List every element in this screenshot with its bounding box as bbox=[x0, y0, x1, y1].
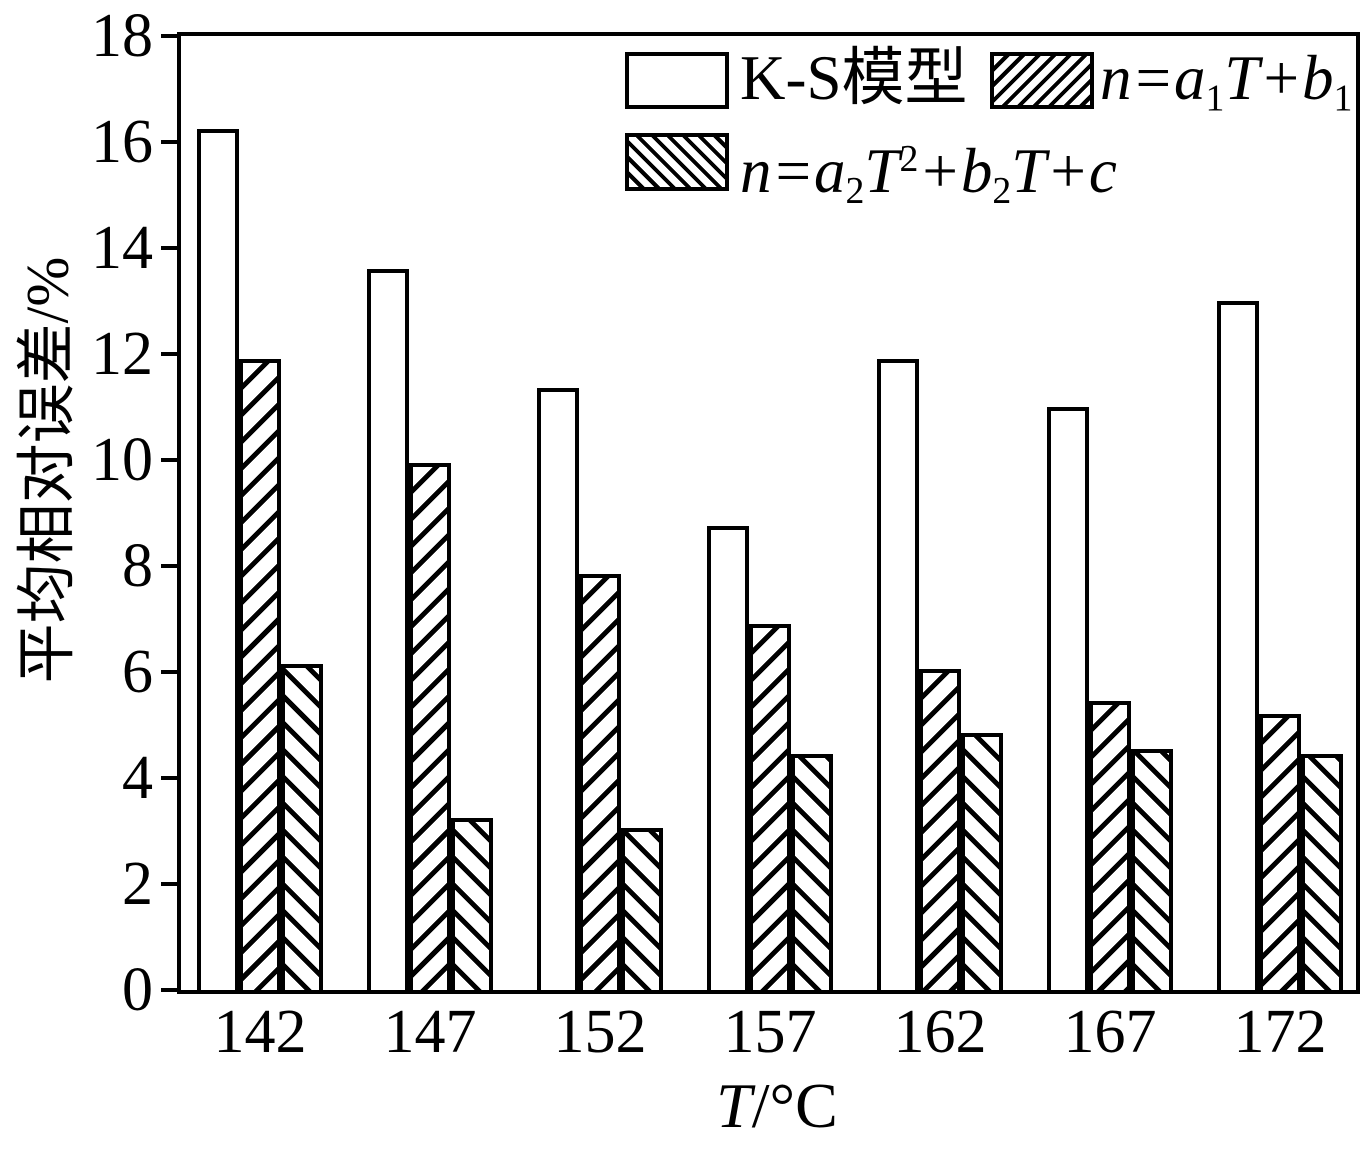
y-tick-label-18: 18 bbox=[91, 2, 153, 70]
y-tick-mark-4 bbox=[161, 776, 177, 780]
text-segment: T bbox=[716, 1070, 752, 1141]
text-segment: K-S模型 bbox=[740, 43, 968, 113]
y-tick-mark-8 bbox=[161, 564, 177, 568]
y-tick-mark-16 bbox=[161, 140, 177, 144]
bar-162-linear bbox=[919, 669, 961, 990]
x-tick-label-172: 172 bbox=[1233, 998, 1327, 1066]
y-tick-label-0: 0 bbox=[122, 956, 153, 1024]
y-tick-label-8: 8 bbox=[122, 532, 153, 600]
text-segment: T+b bbox=[1224, 43, 1334, 113]
text-segment: +b bbox=[918, 135, 993, 206]
y-tick-mark-14 bbox=[161, 246, 177, 250]
x-tick-label-147: 147 bbox=[383, 998, 477, 1066]
bar-162-ks bbox=[877, 359, 919, 990]
legend-swatch-quadratic-model bbox=[625, 133, 729, 191]
text-segment: T+c bbox=[1011, 135, 1117, 206]
bar-162-quadratic bbox=[961, 733, 1003, 990]
y-tick-mark-0 bbox=[161, 988, 177, 992]
x-tick-label-167: 167 bbox=[1063, 998, 1157, 1066]
bar-142-linear bbox=[239, 359, 281, 990]
text-segment: 2 bbox=[845, 170, 865, 213]
text-segment: n=a bbox=[1100, 43, 1206, 113]
bar-172-ks bbox=[1217, 301, 1259, 990]
text-segment: 2 bbox=[899, 138, 919, 180]
x-axis-title: T/°C bbox=[652, 1072, 902, 1140]
bar-167-quadratic bbox=[1131, 749, 1173, 990]
plot-area bbox=[177, 32, 1360, 994]
y-tick-label-4: 4 bbox=[122, 744, 153, 812]
y-tick-mark-2 bbox=[161, 882, 177, 886]
bar-167-linear bbox=[1089, 701, 1131, 990]
y-tick-mark-12 bbox=[161, 352, 177, 356]
bar-147-ks bbox=[367, 269, 409, 990]
y-tick-label-2: 2 bbox=[122, 850, 153, 918]
bar-172-quadratic bbox=[1301, 754, 1343, 990]
legend-label-quadratic-model: n=a2T2+b2T+c bbox=[740, 125, 1117, 225]
x-tick-label-157: 157 bbox=[723, 998, 817, 1066]
y-tick-label-10: 10 bbox=[91, 426, 153, 494]
bar-167-ks bbox=[1047, 407, 1089, 990]
text-segment: 1 bbox=[1333, 77, 1353, 120]
bar-157-ks bbox=[707, 526, 749, 990]
legend-label-ks-model: K-S模型 bbox=[740, 44, 968, 112]
legend-label-linear-model: n=a1T+b1 bbox=[1100, 44, 1352, 132]
legend-swatch-ks-model bbox=[625, 52, 729, 109]
bar-152-quadratic bbox=[621, 828, 663, 990]
bar-157-linear bbox=[749, 624, 791, 990]
bar-152-ks bbox=[537, 388, 579, 990]
y-tick-label-16: 16 bbox=[91, 108, 153, 176]
y-tick-mark-10 bbox=[161, 458, 177, 462]
bar-142-ks bbox=[197, 129, 239, 990]
y-tick-mark-18 bbox=[161, 34, 177, 38]
text-segment: /°C bbox=[751, 1070, 838, 1141]
bars-container bbox=[181, 36, 1356, 990]
y-tick-label-12: 12 bbox=[91, 320, 153, 388]
bar-147-quadratic bbox=[451, 818, 493, 990]
text-segment: T bbox=[864, 135, 900, 206]
legend-swatch-linear-model bbox=[990, 52, 1094, 109]
y-tick-label-14: 14 bbox=[91, 214, 153, 282]
y-tick-label-6: 6 bbox=[122, 638, 153, 706]
x-tick-label-152: 152 bbox=[553, 998, 647, 1066]
bar-152-linear bbox=[579, 574, 621, 990]
x-tick-label-162: 162 bbox=[893, 998, 987, 1066]
text-segment: 2 bbox=[992, 170, 1012, 213]
bar-172-linear bbox=[1259, 714, 1301, 990]
bar-142-quadratic bbox=[281, 664, 323, 990]
bar-157-quadratic bbox=[791, 754, 833, 990]
bar-147-linear bbox=[409, 463, 451, 990]
text-segment: 1 bbox=[1205, 77, 1225, 120]
y-tick-mark-6 bbox=[161, 670, 177, 674]
text-segment: n=a bbox=[740, 135, 846, 206]
x-tick-label-142: 142 bbox=[213, 998, 307, 1066]
